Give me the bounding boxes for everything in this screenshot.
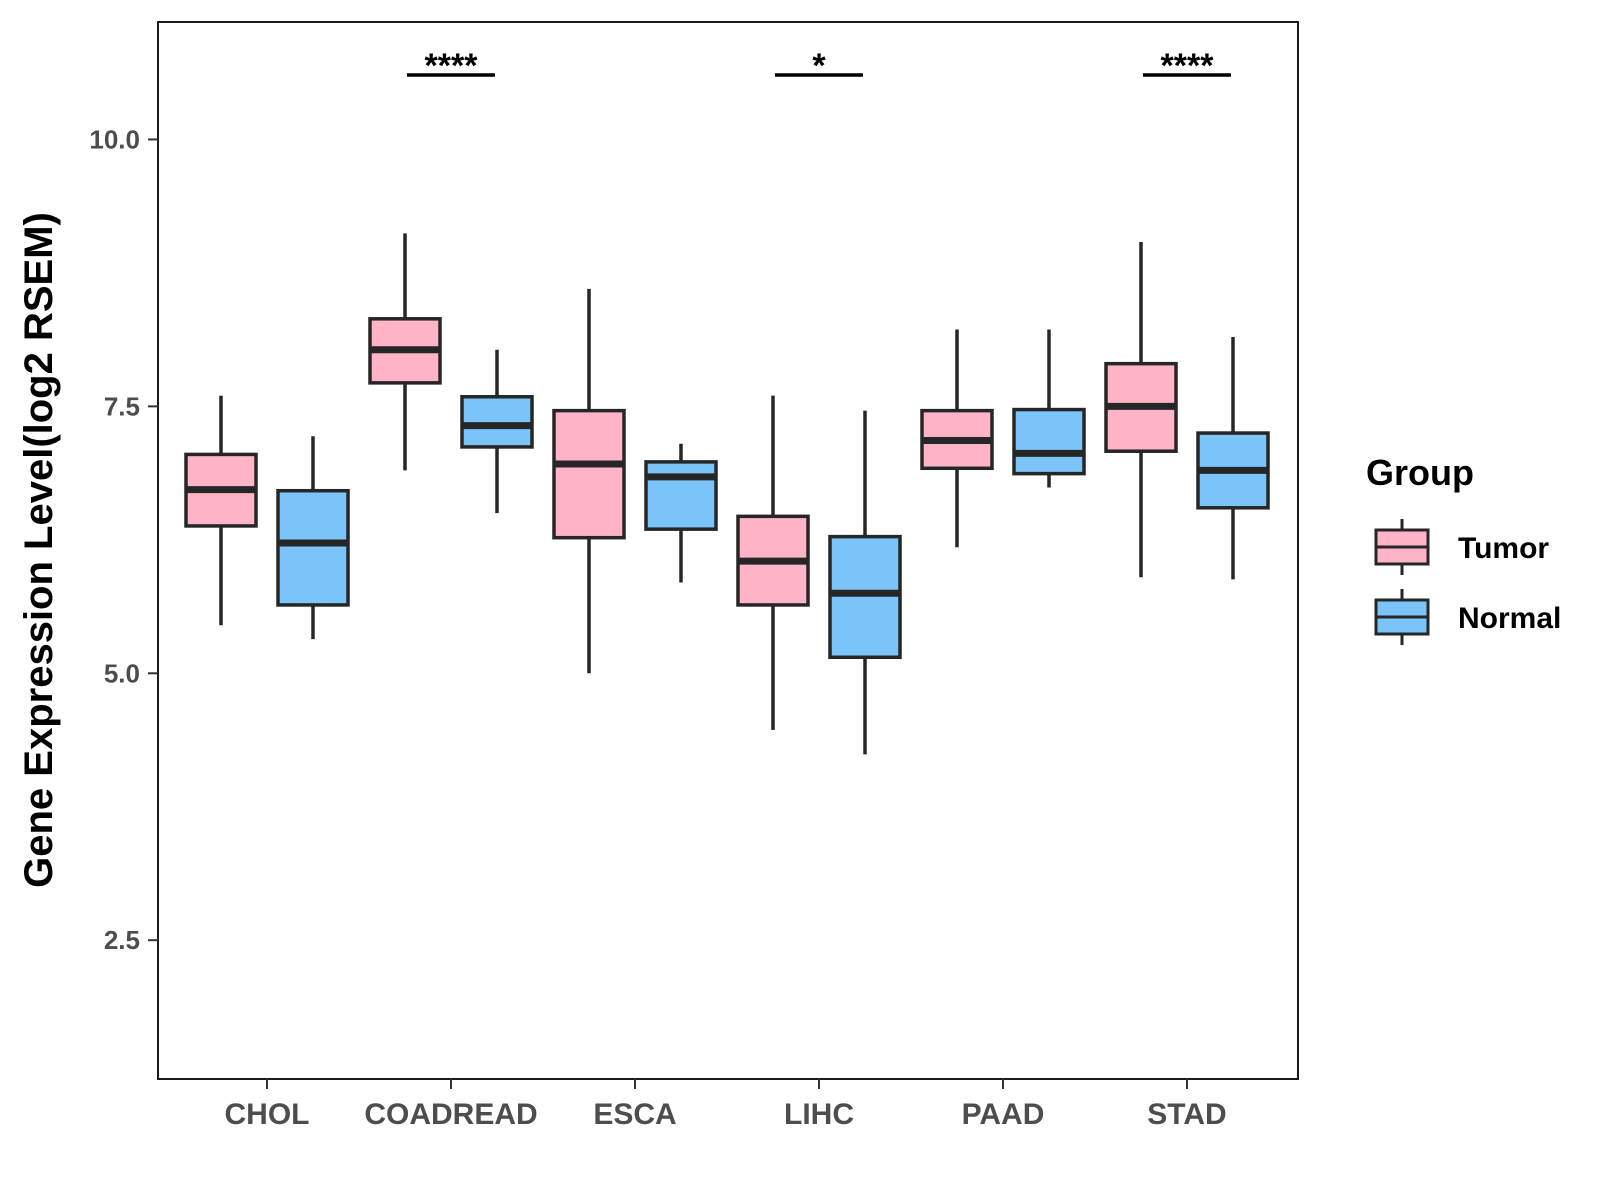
- box-body: [276, 488, 350, 607]
- legend-item-tumor: Tumor: [1374, 519, 1549, 575]
- box-tumor-esca: [552, 288, 626, 674]
- x-tick-label: ESCA: [593, 1098, 676, 1131]
- box-normal-esca: [644, 443, 718, 583]
- legend-label: Tumor: [1458, 532, 1549, 565]
- box-body: [644, 460, 718, 531]
- y-tick-label: 7.5: [104, 391, 140, 421]
- box-tumor-paad: [920, 329, 994, 548]
- x-tick-label: LIHC: [784, 1098, 854, 1131]
- y-tick-label: 2.5: [104, 925, 140, 955]
- x-tick-label: PAAD: [962, 1098, 1045, 1131]
- box-normal-coadread: [460, 349, 534, 514]
- significance-annotations: **** * ****: [407, 47, 1231, 85]
- y-axis: 2.5 5.0 7.5 10.0: [89, 124, 158, 955]
- box-body: [1012, 407, 1086, 476]
- plot-marks: [184, 233, 1270, 755]
- y-tick-label: 5.0: [104, 658, 140, 688]
- y-axis-label: Gene Expression Level(log2 RSEM): [17, 212, 61, 888]
- legend: Group Tumor Normal: [1366, 452, 1561, 645]
- box-normal-paad: [1012, 329, 1086, 488]
- x-tick-label: CHOL: [225, 1098, 310, 1131]
- significance-label: ****: [1161, 47, 1215, 85]
- box-tumor-lihc: [736, 395, 810, 730]
- y-tick-label: 10.0: [89, 124, 140, 154]
- significance-label: ****: [425, 47, 479, 85]
- legend-label: Normal: [1458, 602, 1561, 635]
- box-tumor-chol: [184, 395, 258, 626]
- box-body: [460, 395, 534, 449]
- x-axis: CHOL COADREAD ESCA LIHC PAAD STAD: [225, 1079, 1227, 1131]
- significance-label: *: [812, 47, 826, 85]
- x-tick-label: STAD: [1147, 1098, 1226, 1131]
- box-tumor-coadread: [368, 233, 442, 471]
- box-body: [828, 534, 902, 660]
- box-tumor-stad: [1104, 241, 1178, 578]
- box-normal-chol: [276, 436, 350, 640]
- box-normal-lihc: [828, 410, 902, 755]
- legend-title: Group: [1366, 452, 1474, 493]
- box-body: [552, 408, 626, 540]
- box-normal-stad: [1196, 336, 1270, 580]
- x-tick-label: COADREAD: [364, 1098, 537, 1131]
- legend-item-normal: Normal: [1374, 589, 1561, 645]
